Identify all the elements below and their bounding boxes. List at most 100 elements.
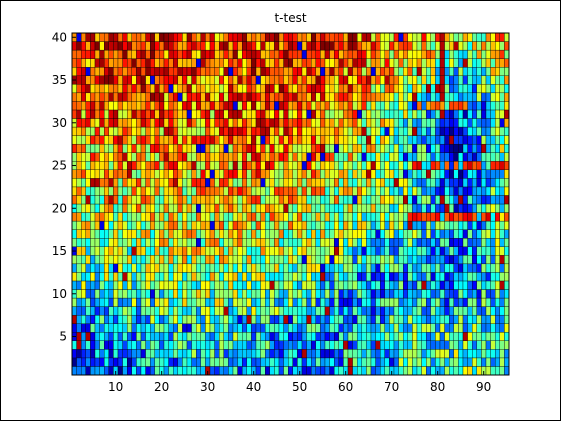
heatmap-cell xyxy=(292,212,298,222)
heatmap-cell xyxy=(242,332,247,341)
heatmap-cell xyxy=(196,212,201,222)
heatmap-cell xyxy=(108,280,114,290)
heatmap-cell xyxy=(242,135,247,145)
heatmap-cell xyxy=(490,220,496,230)
heatmap-cell xyxy=(301,220,307,230)
heatmap-cell xyxy=(278,366,284,376)
heatmap-cell xyxy=(421,195,427,205)
heatmap-cell xyxy=(499,272,505,282)
heatmap-cell xyxy=(237,186,243,196)
heatmap-cell xyxy=(191,135,197,145)
heatmap-cell xyxy=(209,178,215,188)
heatmap-cell xyxy=(140,58,146,68)
heatmap-cell xyxy=(223,314,229,324)
heatmap-cell xyxy=(370,67,376,76)
heatmap-cell xyxy=(283,357,289,367)
heatmap-cell xyxy=(242,314,247,324)
heatmap-cell xyxy=(145,323,151,333)
heatmap-cell xyxy=(168,169,174,179)
heatmap-cell xyxy=(242,195,247,205)
heatmap-cell xyxy=(334,135,339,145)
heatmap-cell xyxy=(306,220,312,230)
heatmap-cell xyxy=(145,314,151,324)
heatmap-cell xyxy=(145,84,151,94)
heatmap-cell xyxy=(182,220,188,230)
heatmap-cell xyxy=(416,92,422,102)
heatmap-cell xyxy=(347,135,353,145)
heatmap-cell xyxy=(228,229,234,239)
heatmap-cell xyxy=(426,263,431,273)
heatmap-cell xyxy=(384,289,390,299)
heatmap-cell xyxy=(136,92,142,102)
heatmap-cell xyxy=(439,195,445,205)
heatmap-cell xyxy=(357,92,362,102)
heatmap-cell xyxy=(150,186,155,196)
heatmap-cell xyxy=(453,272,459,282)
heatmap-cell xyxy=(251,32,257,42)
heatmap-cell xyxy=(104,152,109,162)
heatmap-cell xyxy=(191,366,197,376)
heatmap-cell xyxy=(375,349,381,359)
heatmap-cell xyxy=(186,229,192,239)
heatmap-cell xyxy=(163,246,169,256)
heatmap-cell xyxy=(481,135,487,145)
heatmap-cell xyxy=(306,84,312,94)
heatmap-cell xyxy=(435,58,441,68)
heatmap-cell xyxy=(154,41,160,51)
heatmap-cell xyxy=(458,203,464,213)
heatmap-cell xyxy=(439,246,445,256)
heatmap-cell xyxy=(278,212,284,222)
heatmap-cell xyxy=(265,135,270,145)
heatmap-cell xyxy=(499,186,505,196)
heatmap-cell xyxy=(159,178,165,188)
heatmap-cell xyxy=(122,280,128,290)
heatmap-cell xyxy=(177,143,183,153)
heatmap-cell xyxy=(324,32,330,42)
heatmap-cell xyxy=(361,263,367,273)
heatmap-cell xyxy=(490,306,496,316)
heatmap-cell xyxy=(366,161,372,170)
heatmap-cell xyxy=(462,272,468,282)
heatmap-cell xyxy=(196,246,201,256)
heatmap-cell xyxy=(393,161,399,170)
heatmap-cell xyxy=(338,340,344,350)
heatmap-cell xyxy=(99,255,105,265)
heatmap-cell xyxy=(292,332,298,341)
heatmap-cell xyxy=(426,109,431,119)
heatmap-cell xyxy=(81,169,86,179)
heatmap-cell xyxy=(375,340,381,350)
heatmap-cell xyxy=(393,229,399,239)
heatmap-cell xyxy=(145,366,151,376)
heatmap-cell xyxy=(191,229,197,239)
heatmap-cell xyxy=(85,332,91,341)
heatmap-cell xyxy=(127,357,132,367)
heatmap-cell xyxy=(76,203,82,213)
heatmap-cell xyxy=(306,238,312,247)
heatmap-cell xyxy=(209,195,215,205)
heatmap-cell xyxy=(265,41,270,51)
heatmap-cell xyxy=(361,220,367,230)
heatmap-cell xyxy=(150,229,155,239)
heatmap-cell xyxy=(288,272,293,282)
heatmap-cell xyxy=(495,238,500,247)
heatmap-cell xyxy=(485,169,491,179)
heatmap-cell xyxy=(499,152,505,162)
heatmap-cell xyxy=(127,220,132,230)
heatmap-cell xyxy=(200,49,206,59)
heatmap-cell xyxy=(255,58,261,68)
heatmap-cell xyxy=(467,314,473,324)
heatmap-cell xyxy=(495,297,500,307)
heatmap-cell xyxy=(347,41,353,51)
heatmap-cell xyxy=(140,220,146,230)
heatmap-cell xyxy=(154,49,160,59)
heatmap-cell xyxy=(242,161,247,170)
heatmap-cell xyxy=(278,280,284,290)
heatmap-cell xyxy=(265,92,270,102)
heatmap-cell xyxy=(320,41,326,51)
heatmap-cell xyxy=(398,178,404,188)
heatmap-cell xyxy=(99,75,105,85)
heatmap-cell xyxy=(444,272,450,282)
heatmap-cell xyxy=(403,212,408,222)
heatmap-cell xyxy=(334,92,339,102)
heatmap-cell xyxy=(439,340,445,350)
